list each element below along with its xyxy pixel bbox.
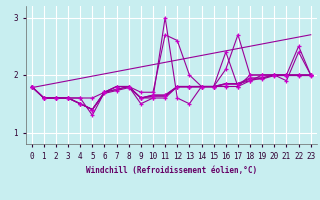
X-axis label: Windchill (Refroidissement éolien,°C): Windchill (Refroidissement éolien,°C) [86, 166, 257, 175]
